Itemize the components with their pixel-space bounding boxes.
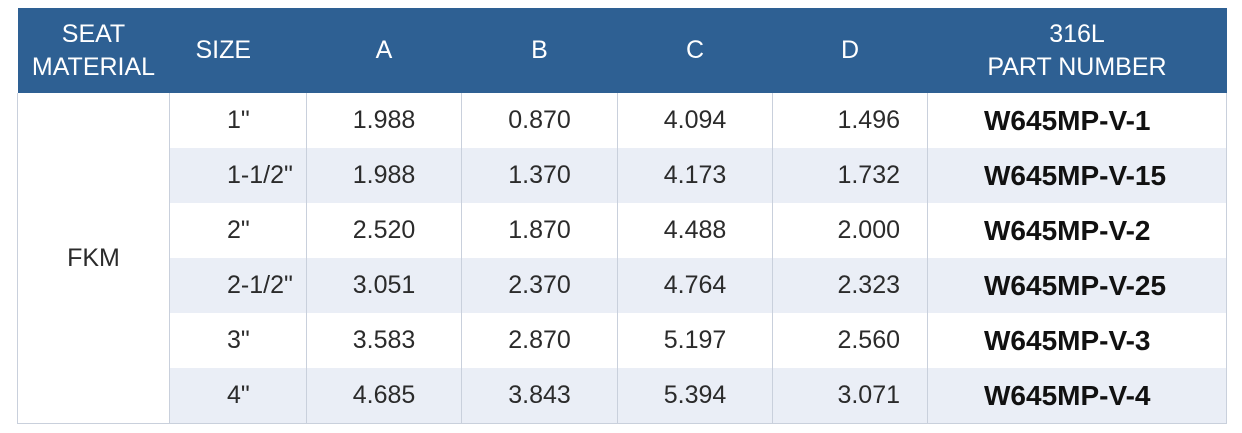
part-number-cell: W645MP-V-1 bbox=[927, 93, 1227, 148]
col-header-seat-material-line2: MATERIAL bbox=[31, 52, 156, 81]
col-header-part-number: 316L PART NUMBER bbox=[927, 8, 1227, 93]
d-cell: 3.071 bbox=[772, 368, 928, 424]
b-cell: 1.870 bbox=[461, 203, 618, 258]
d-cell: 2.323 bbox=[772, 258, 928, 313]
b-cell: 0.870 bbox=[461, 93, 618, 148]
size-cell: 1-1/2" bbox=[169, 148, 307, 203]
size-cell: 2" bbox=[169, 203, 307, 258]
col-header-part-number-line1: 316L bbox=[1049, 19, 1105, 48]
table-row: 2-1/2" 3.051 2.370 4.764 2.323 W645MP-V-… bbox=[18, 258, 1227, 313]
size-cell: 2-1/2" bbox=[169, 258, 307, 313]
part-number-cell: W645MP-V-15 bbox=[927, 148, 1227, 203]
c-cell: 4.764 bbox=[617, 258, 773, 313]
c-cell: 4.173 bbox=[617, 148, 773, 203]
col-header-b: B bbox=[461, 8, 618, 93]
col-header-d: D bbox=[772, 8, 928, 93]
table-row: 4" 4.685 3.843 5.394 3.071 W645MP-V-4 bbox=[18, 368, 1227, 424]
b-cell: 2.870 bbox=[461, 313, 618, 368]
col-header-c: C bbox=[617, 8, 773, 93]
b-cell: 1.370 bbox=[461, 148, 618, 203]
col-header-part-number-line2: PART NUMBER bbox=[987, 52, 1167, 81]
b-cell: 3.843 bbox=[461, 368, 618, 424]
table-row: FKM 1" 1.988 0.870 4.094 1.496 W645MP-V-… bbox=[17, 93, 1227, 424]
a-cell: 4.685 bbox=[306, 368, 462, 424]
a-cell: 1.988 bbox=[306, 93, 462, 148]
spec-table-container: SEAT MATERIAL SIZE A B C D 316L PART NUM… bbox=[17, 8, 1227, 424]
part-number-cell: W645MP-V-2 bbox=[927, 203, 1227, 258]
d-cell: 1.732 bbox=[772, 148, 928, 203]
col-header-seat-material: SEAT MATERIAL bbox=[17, 8, 170, 93]
table-row: 2" 2.520 1.870 4.488 2.000 W645MP-V-2 bbox=[18, 203, 1227, 258]
col-header-size: SIZE bbox=[169, 8, 307, 93]
col-header-a: A bbox=[306, 8, 462, 93]
size-cell: 1" bbox=[169, 93, 307, 148]
c-cell: 5.394 bbox=[617, 368, 773, 424]
size-cell: 3" bbox=[169, 313, 307, 368]
dimensions-table: SEAT MATERIAL SIZE A B C D 316L PART NUM… bbox=[17, 8, 1227, 424]
b-cell: 2.370 bbox=[461, 258, 618, 313]
a-cell: 1.988 bbox=[306, 148, 462, 203]
size-cell: 4" bbox=[169, 368, 307, 424]
header-row: SEAT MATERIAL SIZE A B C D 316L PART NUM… bbox=[17, 8, 1227, 93]
table-row: 1-1/2" 1.988 1.370 4.173 1.732 W645MP-V-… bbox=[18, 148, 1227, 203]
a-cell: 3.583 bbox=[306, 313, 462, 368]
seat-material-cell: FKM bbox=[17, 93, 170, 424]
a-cell: 2.520 bbox=[306, 203, 462, 258]
d-cell: 2.560 bbox=[772, 313, 928, 368]
part-number-cell: W645MP-V-4 bbox=[927, 368, 1227, 424]
table-row: 3" 3.583 2.870 5.197 2.560 W645MP-V-3 bbox=[18, 313, 1227, 368]
c-cell: 4.488 bbox=[617, 203, 773, 258]
part-number-cell: W645MP-V-3 bbox=[927, 313, 1227, 368]
c-cell: 4.094 bbox=[617, 93, 773, 148]
d-cell: 1.496 bbox=[772, 93, 928, 148]
a-cell: 3.051 bbox=[306, 258, 462, 313]
d-cell: 2.000 bbox=[772, 203, 928, 258]
c-cell: 5.197 bbox=[617, 313, 773, 368]
part-number-cell: W645MP-V-25 bbox=[927, 258, 1227, 313]
col-header-seat-material-line1: SEAT bbox=[61, 19, 126, 48]
